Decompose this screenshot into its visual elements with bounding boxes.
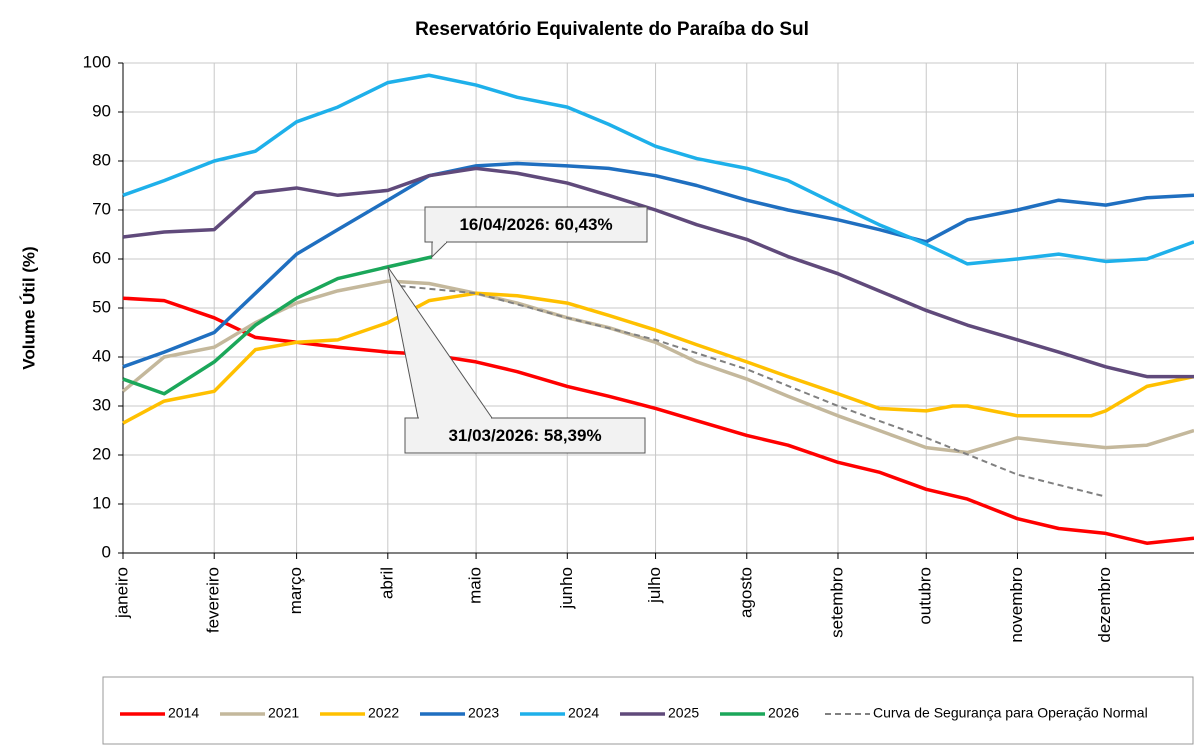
y-tick-label: 50 — [92, 297, 111, 316]
y-tick-label: 20 — [92, 444, 111, 463]
y-tick-label: 70 — [92, 199, 111, 218]
x-tick-label: abril — [377, 567, 396, 599]
y-tick-label: 80 — [92, 150, 111, 169]
series-line — [122, 73, 1194, 266]
x-tick-label: outubro — [916, 567, 935, 625]
x-tick-label: junho — [557, 567, 576, 610]
y-tick-label: 40 — [92, 346, 111, 365]
y-tick-label: 100 — [83, 52, 111, 71]
series-line — [122, 161, 1194, 369]
legend-label: 2022 — [368, 705, 399, 721]
legend-label: 2026 — [768, 705, 799, 721]
series-line — [122, 296, 1194, 545]
legend-label: Curva de Segurança para Operação Normal — [873, 705, 1148, 721]
x-tick-label: julho — [645, 567, 664, 604]
series-line — [122, 291, 1194, 425]
series-line — [121, 279, 1194, 455]
legend-label: 2014 — [168, 705, 199, 721]
x-tick-label: dezembro — [1095, 567, 1114, 643]
series-line — [399, 284, 1106, 498]
legend-label: 2023 — [468, 705, 499, 721]
legend-box — [102, 676, 1194, 745]
callout-box — [424, 206, 648, 243]
series-line — [122, 255, 433, 396]
y-tick-label: 90 — [92, 101, 111, 120]
callout-box — [404, 417, 646, 454]
callout-label: 31/03/2026: 58,39% — [448, 426, 601, 445]
x-tick-label: maio — [466, 567, 485, 604]
y-tick-label: 30 — [92, 395, 111, 414]
legend-label: 2025 — [668, 705, 699, 721]
y-tick-label: 10 — [92, 493, 111, 512]
y-axis-label: Volume Útil (%) — [19, 246, 38, 369]
series-line — [122, 166, 1194, 379]
y-tick-label: 60 — [92, 248, 111, 267]
y-tick-label: 0 — [102, 542, 111, 561]
legend-label: 2024 — [568, 705, 599, 721]
callout-pointer — [431, 241, 449, 259]
callout-label: 16/04/2026: 60,43% — [459, 215, 612, 234]
x-tick-label: agosto — [736, 567, 755, 618]
x-tick-label: fevereiro — [204, 567, 223, 633]
chart-title: Reservatório Equivalente do Paraíba do S… — [415, 19, 809, 40]
x-tick-label: novembro — [1007, 567, 1026, 643]
x-tick-label: setembro — [827, 567, 846, 638]
x-tick-label: março — [286, 567, 305, 614]
legend-label: 2021 — [268, 705, 299, 721]
x-tick-label: janeiro — [112, 567, 131, 619]
